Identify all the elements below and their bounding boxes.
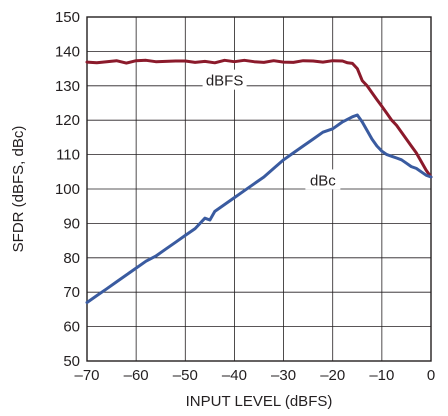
y-tick-label: 70 <box>63 284 80 301</box>
series-line-dbc <box>85 113 433 304</box>
x-tick-label: –10 <box>369 367 394 384</box>
y-tick-label: 110 <box>56 147 80 164</box>
grid <box>86 16 432 362</box>
series-label-bg <box>202 69 247 90</box>
series-label-dbc: dBc <box>310 172 336 189</box>
x-axis-ticks: –70 –60 –50 –40 –30 –20 –10 0 <box>74 367 435 384</box>
plot-frame <box>86 16 432 362</box>
x-axis-label: INPUT LEVEL (dBFS) <box>186 393 333 410</box>
y-tick-label: 60 <box>63 319 80 336</box>
y-tick-label: 80 <box>63 250 80 267</box>
y-tick-label: 150 <box>55 9 80 26</box>
y-tick-label: 50 <box>63 353 80 370</box>
x-tick-label: –70 <box>74 367 99 384</box>
series <box>85 58 433 304</box>
x-tick-label: –30 <box>271 367 296 384</box>
y-axis-ticks: 50 60 70 80 90 100 110 120 130 140 150 <box>55 9 80 370</box>
y-tick-label: 100 <box>55 181 80 198</box>
series-labels: dBFS dBc <box>202 69 341 190</box>
series-label-dbfs: dBFS <box>206 73 244 90</box>
x-tick-label: –40 <box>222 367 247 384</box>
x-tick-label: –60 <box>124 367 149 384</box>
y-tick-label: 120 <box>55 112 80 129</box>
y-axis-label: SFDR (dBFS, dBc) <box>10 126 27 253</box>
x-tick-label: –20 <box>320 367 345 384</box>
x-tick-label: 0 <box>427 367 435 384</box>
y-tick-label: 140 <box>55 43 80 60</box>
series-line-dbfs <box>85 58 433 179</box>
y-tick-label: 130 <box>55 78 80 95</box>
x-tick-label: –50 <box>173 367 198 384</box>
y-tick-label: 90 <box>63 215 80 232</box>
series-label-bg <box>305 169 341 190</box>
